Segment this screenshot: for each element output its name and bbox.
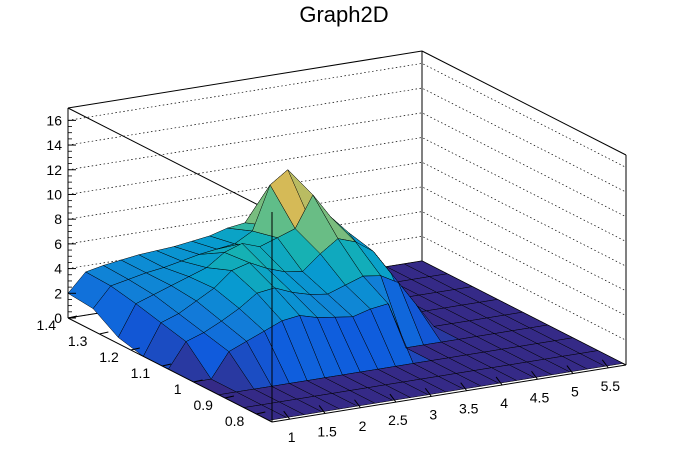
x-tick xyxy=(531,370,538,380)
z-tick-label: 14 xyxy=(46,137,62,153)
frame-edge xyxy=(421,50,627,156)
x-tick xyxy=(283,410,291,420)
y-tick xyxy=(99,331,109,335)
z-gridline xyxy=(67,112,627,218)
x-tick xyxy=(318,405,326,414)
x-tick-label: 3 xyxy=(429,406,437,422)
x-tick-label: 1 xyxy=(288,429,296,445)
x-tick xyxy=(566,365,574,374)
z-tick-label: 12 xyxy=(46,162,62,178)
z-tick-label: 6 xyxy=(54,236,62,252)
x-axis: 1 1.5 2 2.5 3 3.5 4 4.5 5 5.5 xyxy=(283,359,621,445)
x-tick xyxy=(495,376,503,386)
z-tick-label: 16 xyxy=(46,112,62,128)
surface-facet xyxy=(579,350,624,367)
y-axis: 0.8 0.9 1 1.1 1.2 1.3 1.4 xyxy=(37,315,266,429)
x-tick-label: 1.5 xyxy=(317,423,337,439)
z-axis: 0 2 4 6 8 10 12 14 16 xyxy=(46,108,76,326)
x-tick xyxy=(601,359,609,369)
z-gridline xyxy=(67,87,627,193)
x-tick-label: 5.5 xyxy=(601,378,621,394)
y-tick-label: 1.1 xyxy=(131,365,151,381)
x-tick-label: 3.5 xyxy=(459,401,479,417)
x-tick-label: 2.5 xyxy=(388,412,408,428)
y-tick xyxy=(162,363,172,367)
y-tick xyxy=(224,395,235,399)
chart-title: Graph2D xyxy=(299,2,388,27)
y-tick-label: 1 xyxy=(174,381,182,397)
z-tick-label: 10 xyxy=(46,186,62,202)
z-tick-label: 2 xyxy=(54,285,62,301)
z-tick-label: 4 xyxy=(54,261,62,277)
y-tick xyxy=(256,411,266,415)
y-tick-label: 1.4 xyxy=(37,317,57,333)
x-tick xyxy=(424,388,432,397)
x-tick xyxy=(460,382,468,391)
x-axis-line xyxy=(271,364,627,423)
x-tick xyxy=(389,393,397,403)
z-tick-label: 0 xyxy=(54,310,62,326)
frame-front xyxy=(67,212,627,423)
x-tick-label: 4 xyxy=(500,395,508,411)
frame-edge xyxy=(67,50,423,109)
z-gridline xyxy=(67,63,627,168)
y-tick-label: 1.3 xyxy=(68,333,88,349)
y-tick xyxy=(130,347,140,351)
z-tick-label: 8 xyxy=(54,211,62,227)
z-gridline xyxy=(67,137,627,242)
x-tick xyxy=(354,399,361,409)
y-tick-label: 0.9 xyxy=(193,397,213,413)
frame-edge xyxy=(67,107,273,213)
x-tick-label: 4.5 xyxy=(530,389,550,405)
surface-mesh xyxy=(67,169,624,421)
y-tick-label: 0.8 xyxy=(225,413,245,429)
x-tick-label: 2 xyxy=(359,418,367,434)
y-tick-label: 1.2 xyxy=(99,349,119,365)
x-tick-label: 5 xyxy=(571,384,579,400)
y-axis-line xyxy=(67,317,273,423)
y-tick xyxy=(193,379,203,383)
y-tick xyxy=(67,315,78,319)
